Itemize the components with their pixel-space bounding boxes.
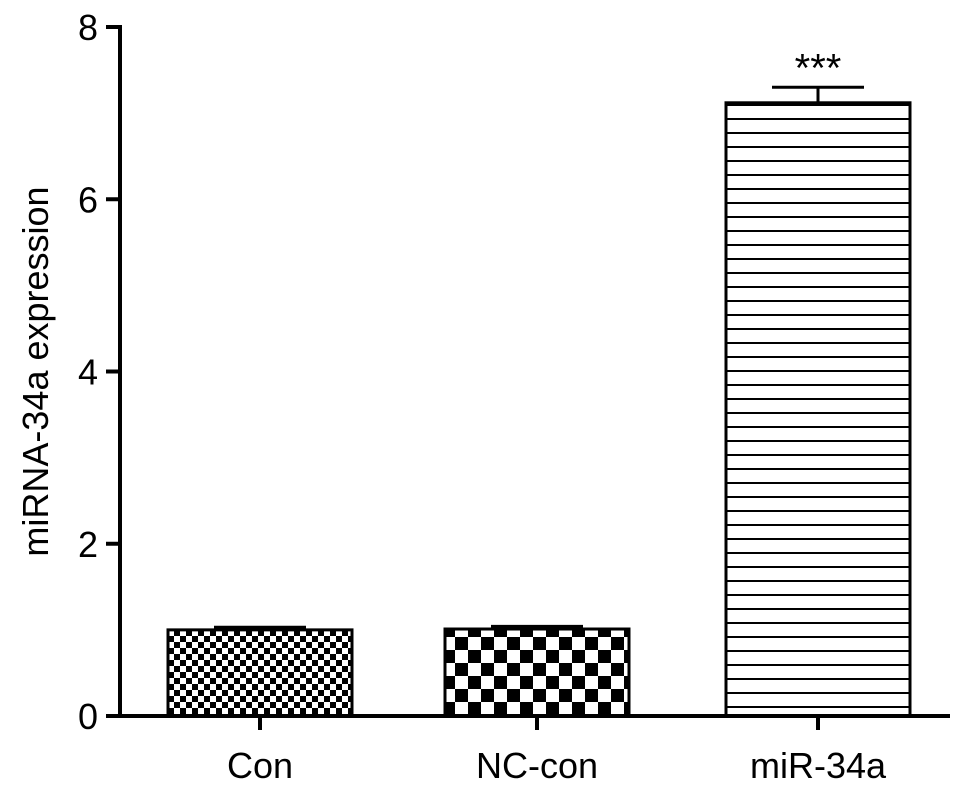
y-tick-label: 0 <box>78 696 98 737</box>
y-axis-title: miRNA-34a expression <box>15 186 56 556</box>
y-tick-label: 6 <box>78 179 98 220</box>
error-bars <box>214 85 864 630</box>
y-tick-label: 2 <box>78 524 98 565</box>
bars <box>166 101 912 718</box>
y-axis-ticks: 0 2 4 6 8 <box>78 7 120 737</box>
x-tick-label: miR-34a <box>750 745 887 786</box>
y-tick-label: 8 <box>78 7 98 48</box>
y-tick-label: 4 <box>78 352 98 393</box>
significance-label: *** <box>795 46 842 90</box>
x-tick-label: NC-con <box>476 745 598 786</box>
x-tick-label: Con <box>227 745 293 786</box>
bar-mir-34a <box>724 101 912 718</box>
annotations: *** <box>795 46 842 90</box>
bar-con <box>166 628 354 718</box>
bar-nc-con <box>443 627 631 718</box>
x-axis-ticks: Con NC-con miR-34a <box>227 716 887 786</box>
